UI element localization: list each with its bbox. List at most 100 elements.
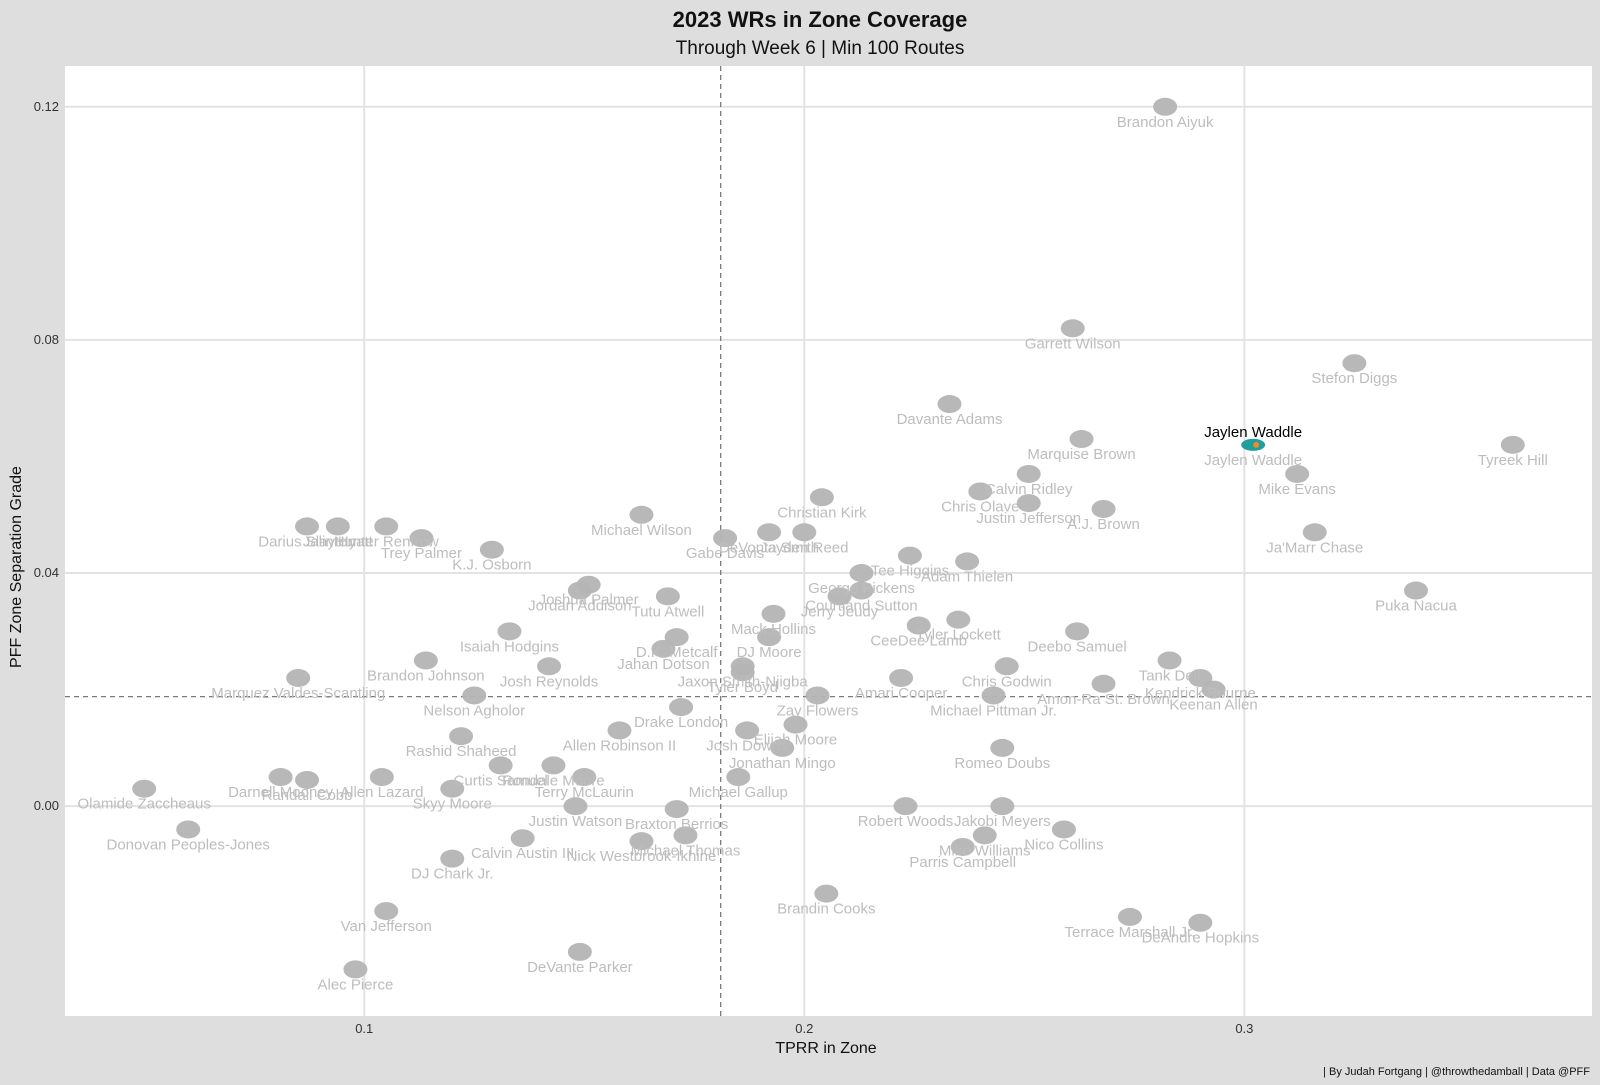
- label-jordan-addison: Jordan Addison: [528, 598, 631, 615]
- label-chris-godwin: Chris Godwin: [962, 673, 1052, 690]
- label-terrace-marshall-jr: Terrace Marshall Jr.: [1065, 924, 1196, 941]
- label-calvin-ridley: Calvin Ridley: [985, 481, 1073, 498]
- point-braxton-berrios: [664, 800, 689, 819]
- label-tyreek-hill: Tyreek Hill: [1478, 452, 1548, 469]
- label-zay-flowers: Zay Flowers: [777, 702, 859, 719]
- point-jordan-addison: [567, 581, 592, 600]
- point-jonathan-mingo: [770, 738, 795, 757]
- label-randall-cobb: Randall Cobb: [262, 787, 353, 804]
- label-alec-pierce: Alec Pierce: [318, 976, 394, 993]
- label-jaxon-smith-njigba: Jaxon Smith-Njigba: [678, 673, 809, 690]
- point-jerry-jeudy: [827, 587, 852, 606]
- point-jalin-hyatt: [325, 517, 350, 536]
- label-braxton-berrios: Braxton Berrios: [625, 816, 728, 833]
- label-garrett-wilson: Garrett Wilson: [1025, 335, 1121, 352]
- label-hunter-renfrow: Hunter Renfrow: [334, 533, 439, 550]
- point-christian-kirk: [809, 488, 834, 507]
- label-k-j-osborn: K.J. Osborn: [452, 557, 531, 574]
- point-drake-london: [669, 698, 694, 717]
- point-tyreek-hill: [1500, 435, 1525, 454]
- label-van-jefferson: Van Jefferson: [341, 918, 432, 935]
- label-nico-collins: Nico Collins: [1024, 836, 1103, 853]
- label-jayden-reed: Jayden Reed: [760, 539, 848, 556]
- point-k-j-osborn: [479, 540, 504, 559]
- point-devonta-smith: [757, 523, 782, 542]
- point-nelson-agholor: [462, 686, 487, 705]
- point-allen-lazard: [369, 768, 394, 787]
- x-tick-label: 0.1: [355, 1021, 373, 1036]
- label-deebo-samuel: Deebo Samuel: [1028, 638, 1127, 655]
- chart-subtitle: Through Week 6 | Min 100 Routes: [676, 38, 965, 59]
- point-a-j-brown: [1091, 499, 1116, 518]
- label-calvin-austin-iii: Calvin Austin III: [471, 845, 574, 862]
- point-hunter-renfrow: [374, 517, 399, 536]
- point-mack-hollins: [761, 604, 786, 623]
- label-mike-williams: Mike Williams: [939, 842, 1031, 859]
- x-tick-labels: 0.1 0.2 0.3: [355, 1021, 1253, 1036]
- point-robert-woods: [893, 797, 918, 816]
- x-axis-title: TPRR in Zone: [775, 1040, 876, 1057]
- point-davante-adams: [937, 395, 962, 414]
- label-tutu-atwell: Tutu Atwell: [631, 603, 704, 620]
- label-tee-higgins: Tee Higgins: [871, 563, 949, 580]
- point-curtis-samuel: [488, 756, 513, 775]
- point-ja-marr-chase: [1302, 523, 1327, 542]
- label-drake-london: Drake London: [634, 714, 728, 731]
- label-jerry-jeudy: Jerry Jeudy: [801, 603, 879, 620]
- y-axis-title: PFF Zone Separation Grade: [8, 466, 25, 668]
- label-rondale-moore: Rondale Moore: [502, 772, 605, 789]
- point-michael-wilson: [629, 505, 654, 524]
- label-skyy-moore: Skyy Moore: [413, 796, 492, 813]
- label-puka-nacua: Puka Nacua: [1375, 598, 1457, 615]
- point-adam-thielen: [955, 552, 980, 571]
- point-deandre-hopkins: [1188, 913, 1213, 932]
- label-devonta-smith: DeVonta Smith: [719, 539, 819, 556]
- y-tick-label: 0.00: [34, 798, 59, 813]
- label-dj-moore: DJ Moore: [737, 644, 802, 661]
- label-amari-cooper: Amari Cooper: [855, 685, 948, 702]
- label-davante-adams: Davante Adams: [897, 411, 1003, 428]
- label-highlight-jaylen-waddle: Jaylen Waddle: [1204, 424, 1302, 441]
- label-nelson-agholor: Nelson Agholor: [423, 702, 525, 719]
- label-jonathan-mingo: Jonathan Mingo: [729, 755, 836, 772]
- label-jaylen-waddle: Jaylen Waddle: [1204, 452, 1302, 469]
- label-chris-olave: Chris Olave: [941, 498, 1019, 515]
- label-michael-pittman-jr: Michael Pittman Jr.: [930, 702, 1057, 719]
- point-zay-flowers: [805, 686, 830, 705]
- label-dj-chark-jr: DJ Chark Jr.: [411, 866, 494, 883]
- point-deebo-samuel: [1065, 622, 1090, 641]
- point-tee-higgins: [897, 546, 922, 565]
- label-michael-gallup: Michael Gallup: [689, 784, 788, 801]
- label-curtis-samuel: Curtis Samuel: [454, 772, 548, 789]
- point-calvin-ridley: [1016, 464, 1041, 483]
- label-devante-parker: DeVante Parker: [527, 959, 633, 976]
- point-chris-godwin: [994, 657, 1019, 676]
- y-tick-label: 0.04: [34, 565, 59, 580]
- point-chris-olave: [968, 482, 993, 501]
- point-keenan-allen: [1201, 680, 1226, 699]
- point-justin-watson: [563, 797, 588, 816]
- label-jalin-hyatt: Jalin Hyatt: [303, 533, 374, 550]
- point-tyler-lockett: [946, 610, 971, 629]
- point-garrett-wilson: [1060, 319, 1085, 338]
- point-van-jefferson: [374, 902, 399, 921]
- label-justin-watson: Justin Watson: [529, 813, 623, 830]
- label-ja-marr-chase: Ja'Marr Chase: [1266, 539, 1363, 556]
- label-gabe-davis: Gabe Davis: [686, 545, 764, 562]
- point-jayden-reed: [792, 523, 817, 542]
- label-darnell-mooney: Darnell Mooney: [228, 784, 334, 801]
- point-olamide-zaccheaus: [132, 779, 157, 798]
- point-jakobi-meyers: [990, 797, 1015, 816]
- point-stefon-diggs: [1342, 354, 1367, 373]
- label-ceedee-lamb: CeeDee Lamb: [870, 633, 967, 650]
- label-michael-wilson: Michael Wilson: [591, 522, 692, 539]
- point-alec-pierce: [343, 960, 368, 979]
- point-josh-reynolds: [537, 657, 562, 676]
- point-brandon-aiyuk: [1153, 97, 1178, 116]
- point-amari-cooper: [889, 668, 914, 687]
- caption: | By Judah Fortgang | @throwthedamball |…: [1323, 1066, 1590, 1078]
- label-mike-evans: Mike Evans: [1258, 481, 1336, 498]
- point-jahan-dotson: [651, 639, 676, 658]
- point-michael-thomas: [673, 826, 698, 845]
- label-josh-reynolds: Josh Reynolds: [500, 673, 598, 690]
